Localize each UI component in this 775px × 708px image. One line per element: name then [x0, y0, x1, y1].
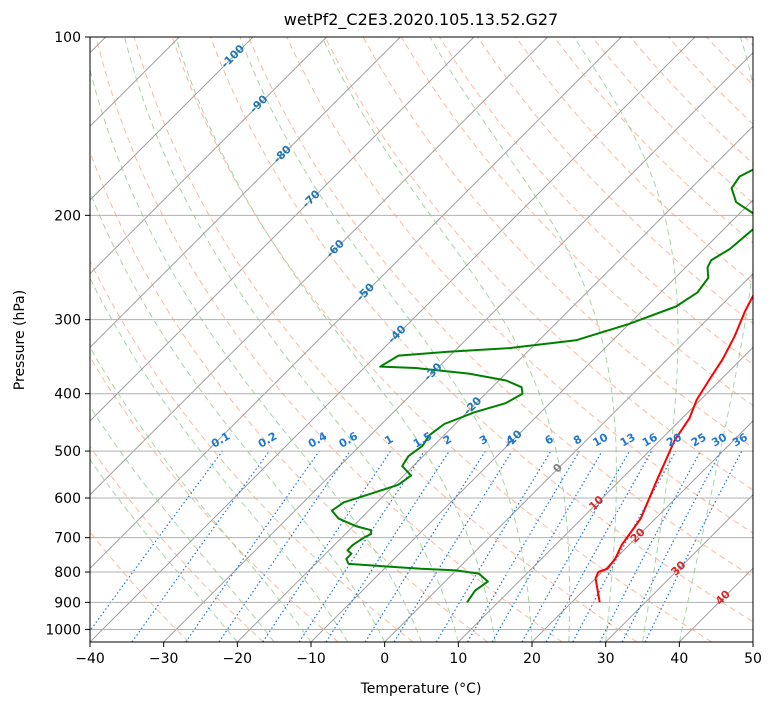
- isotherm: [90, 37, 401, 349]
- moist-adiabat: [321, 37, 571, 642]
- dewpoint-profile: [330, 168, 753, 603]
- dry-adiabat: [324, 37, 753, 491]
- dry-adiabat: [286, 37, 753, 534]
- moist-adiabat: [239, 37, 533, 642]
- isotherm: [531, 420, 753, 642]
- y-tick-label: 600: [54, 491, 81, 507]
- mixing-ratio-line: [262, 450, 392, 642]
- moist-adiabat: [90, 67, 422, 642]
- isotherm: [752, 641, 753, 642]
- mixing-ratio-line: [131, 450, 270, 642]
- plot-frame: [89, 36, 754, 643]
- temperature-profile: [594, 293, 753, 603]
- x-tick-label: 10: [449, 651, 467, 667]
- y-tick-label: 800: [54, 565, 81, 581]
- mixing-ratio-line: [521, 450, 631, 642]
- moist-adiabat: [90, 190, 386, 642]
- dry-adiabat: [248, 37, 753, 578]
- x-axis: −40 −30 −20 −10 0 10 20 30 40 50: [75, 642, 762, 667]
- dry-adiabat: [90, 259, 414, 642]
- y-tick-label: 1000: [45, 622, 81, 638]
- mixing-ratio-line: [90, 450, 223, 632]
- mixing-ratio-line: [393, 450, 513, 642]
- moist-adiabat: [175, 37, 496, 642]
- mixing-ratio-line: [572, 450, 677, 642]
- moist-adiabat: [124, 37, 459, 642]
- y-axis: 100 200 300 400 500 600 700 800 900 1000: [45, 30, 90, 638]
- isotherm: [384, 272, 753, 642]
- dry-adiabat: [171, 37, 712, 642]
- y-tick-label: 100: [54, 30, 81, 46]
- isotherm: [310, 199, 753, 642]
- x-tick-label: −20: [223, 651, 253, 667]
- isotherm: [163, 51, 753, 642]
- isotherm: [90, 37, 696, 642]
- y-tick-label: 200: [54, 208, 81, 224]
- isotherm: [90, 37, 549, 496]
- isotherm: [605, 493, 753, 642]
- x-tick-label: 40: [670, 651, 688, 667]
- mixing-ratio-line: [185, 450, 320, 642]
- isotherm: [90, 37, 622, 570]
- background-lines: [90, 37, 753, 642]
- y-tick-label: 900: [54, 595, 81, 611]
- isotherm: [90, 37, 328, 275]
- moist-adiabat: [90, 277, 349, 642]
- x-tick-label: −10: [296, 651, 326, 667]
- mixing-ratio-line: [218, 450, 351, 642]
- isotherm: [90, 37, 475, 422]
- dry-adiabat: [95, 37, 563, 642]
- x-tick-label: 20: [523, 651, 541, 667]
- y-axis-label: Pressure (hPa): [12, 290, 28, 390]
- mixing-ratio-line: [644, 450, 743, 642]
- dry-adiabat: [90, 356, 339, 642]
- pressure-gridlines: [90, 37, 753, 630]
- isotherm: [236, 125, 753, 642]
- moist-adiabat: [90, 405, 275, 642]
- profiles: [330, 168, 753, 603]
- x-tick-label: −40: [75, 651, 105, 667]
- y-tick-label: 500: [54, 444, 81, 460]
- moist-adiabat: [573, 37, 679, 642]
- isotherm: [90, 37, 254, 201]
- dry-adiabat: [210, 37, 753, 623]
- x-axis-label: Temperature (°C): [360, 681, 482, 697]
- moist-adiabat: [90, 458, 238, 642]
- moist-adiabat: [678, 37, 753, 642]
- dry-adiabat: [133, 37, 638, 642]
- y-tick-label: 300: [54, 313, 81, 329]
- x-tick-label: 50: [744, 651, 762, 667]
- dry-adiabat: [515, 37, 753, 284]
- dry-adiabat: [90, 445, 264, 642]
- y-tick-label: 700: [54, 531, 81, 547]
- x-tick-label: 30: [597, 651, 615, 667]
- isotherm: [457, 346, 753, 642]
- x-tick-label: 0: [380, 651, 389, 667]
- y-tick-label: 400: [54, 387, 81, 403]
- chart-title: wetPf2_C2E3.2020.105.13.52.G27: [284, 10, 558, 30]
- x-tick-label: −30: [149, 651, 179, 667]
- mixing-ratio-line: [325, 450, 450, 642]
- mixing-ratio-line: [545, 450, 653, 642]
- moist-adiabat: [429, 37, 617, 642]
- plot-background: [90, 37, 753, 642]
